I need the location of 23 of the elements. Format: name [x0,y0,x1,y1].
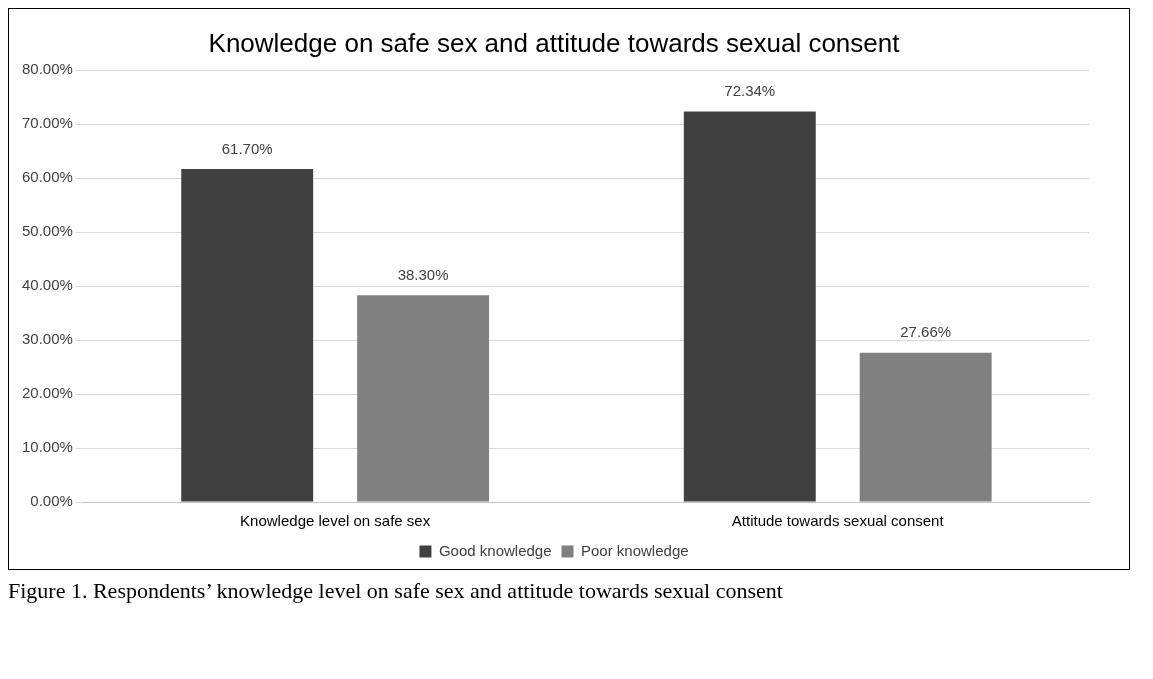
y-tick-label: 40.00% [22,276,73,294]
x-tick-label: Attitude towards sexual consent [731,512,945,530]
data-label: 27.66% [900,323,952,341]
y-tick-label: 0.00% [30,492,73,510]
y-tick-label: 80.00% [22,60,73,78]
bar [683,111,816,502]
y-tick-label: 10.00% [22,438,73,456]
data-label: 61.70% [221,139,273,157]
data-label: 72.34% [724,82,776,100]
data-label: 38.30% [397,265,449,283]
legend-label: Good knowledge [438,541,552,559]
caption: Figure 1. Respondents’ knowledge level on safe sex and attitude towards sexual consent [8,578,784,604]
y-tick-label: 60.00% [22,168,73,186]
y-tick-label: 30.00% [22,330,73,348]
y-tick-label: 20.00% [22,384,73,402]
legend-label: Poor knowledge [581,541,689,559]
y-tick-label: 70.00% [22,114,73,132]
bar [859,352,992,502]
bar [181,168,314,502]
x-tick-label: Knowledge level on safe sex [240,512,431,530]
y-tick-label: 50.00% [22,222,73,240]
bar [357,295,490,502]
chart-title: Knowledge on safe sex and attitude towards sexual consent [208,27,901,58]
